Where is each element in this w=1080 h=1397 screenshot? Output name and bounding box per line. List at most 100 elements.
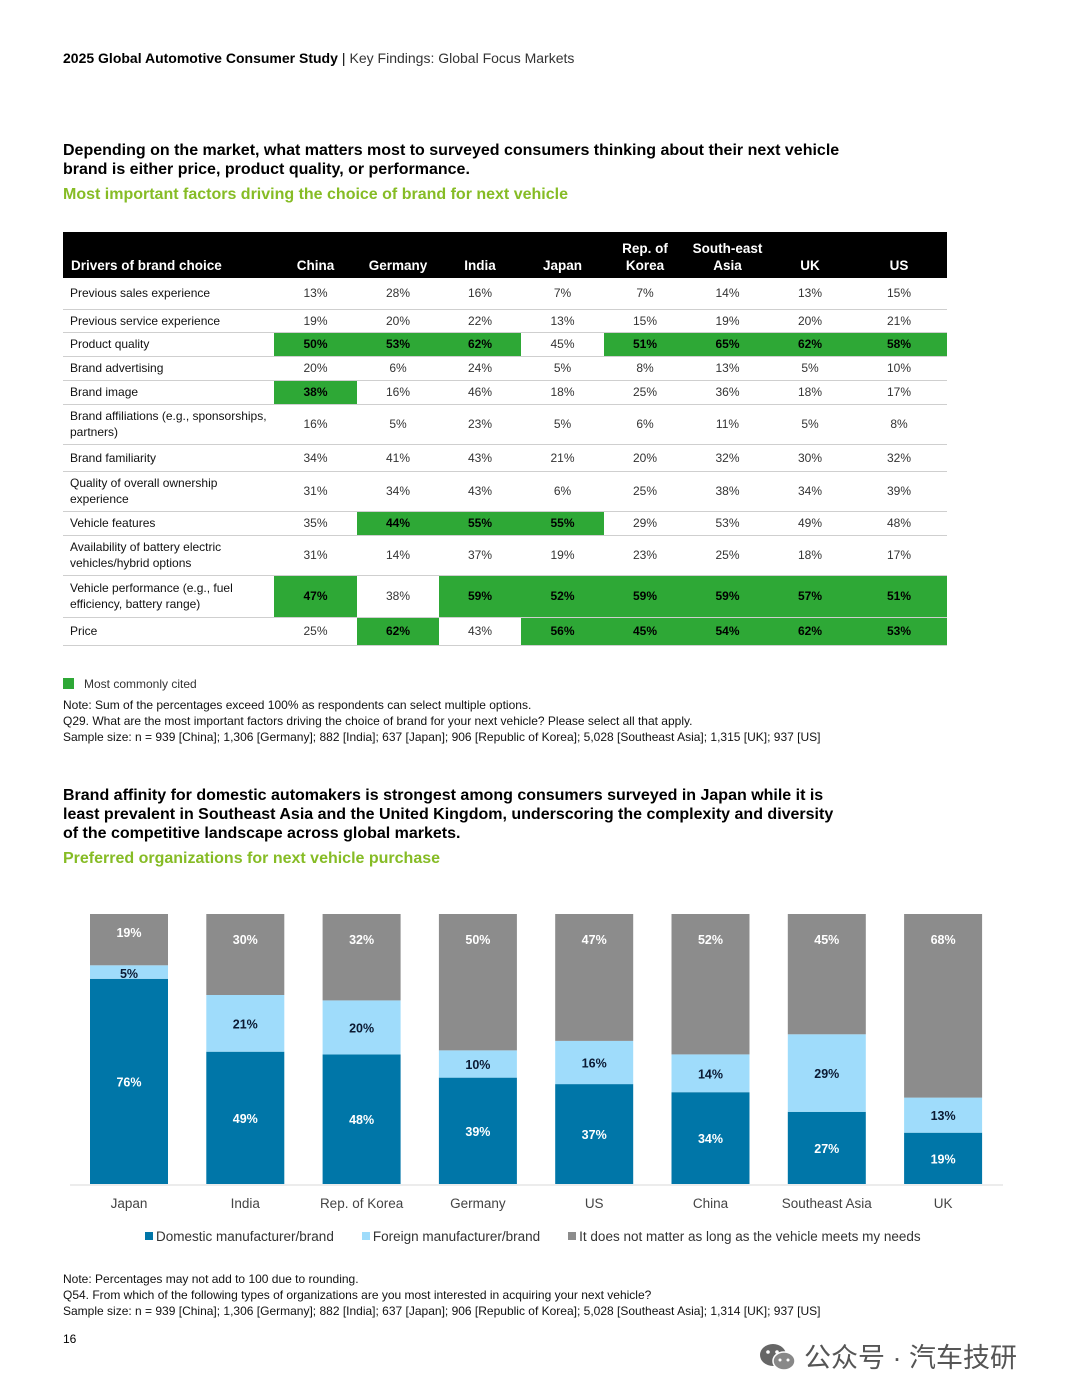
data-label: 45% [814,933,839,947]
column-header-market: Germany [357,232,439,278]
table-cell: 7% [604,278,686,310]
legend-item: Domestic manufacturer/brand [145,1229,334,1244]
table-cell: 49% [769,511,851,536]
table-cell: 18% [521,380,604,405]
row-label: Price [63,617,274,646]
table-cell: 45% [521,332,604,357]
category-label: US [585,1196,604,1211]
table-cell: 20% [604,444,686,472]
table-cell: 5% [357,404,439,445]
table-cell: 41% [357,444,439,472]
bar-segment [90,914,168,966]
table-cell: 20% [769,309,851,333]
table-row: Previous service experience 19% 20% 22% 13% 1… [63,309,947,333]
table-cell: 58% [851,332,947,357]
stacked-bar-chart: 76% 5% 19% Japan 49% 21% 30% India 48% 20% 32% Rep.… [70,914,1003,1211]
column-header-market: Rep. of Korea [604,232,686,278]
chart-legend: Domestic manufacturer/brand Foreign manuf… [145,1229,949,1244]
table-cell: 62% [439,332,521,357]
row-label: Product quality [63,332,274,357]
table-cell: 34% [357,471,439,512]
table-cell: 36% [686,380,769,405]
legend-swatch [145,1232,153,1240]
data-label: 19% [116,926,141,940]
table-cell: 5% [521,404,604,445]
table-cell: 38% [357,575,439,618]
table-row: Brand image 38% 16% 46% 18% 25% 36% 18% 17% [63,380,947,405]
notes-chart: Note: Percentages may not add to 100 due… [63,1271,820,1319]
row-label: Availability of battery electric vehicle… [63,535,274,576]
row-label: Brand image [63,380,274,405]
table-row: Brand familiarity 34% 41% 43% 21% 20% 32% 30% 32… [63,444,947,472]
table-cell: 32% [686,444,769,472]
table-cell: 19% [521,535,604,576]
data-label: 68% [931,933,956,947]
data-label: 52% [698,933,723,947]
table-cell: 7% [521,278,604,310]
table-cell: 45% [604,617,686,646]
data-label: 32% [349,933,374,947]
table-cell: 52% [521,575,604,618]
brand-drivers-table: Drivers of brand choice China Germany India… [63,232,947,646]
category-label: Germany [450,1196,506,1211]
data-label: 48% [349,1113,374,1127]
data-label: 76% [116,1075,141,1089]
legend-label: Domestic manufacturer/brand [156,1229,334,1244]
table-row: Brand affiliations (e.g., sponsorships, … [63,404,947,445]
table-cell: 38% [686,471,769,512]
row-label: Brand familiarity [63,444,274,472]
bar-segment [90,965,168,979]
table-cell: 34% [274,444,357,472]
table-cell: 53% [851,617,947,646]
note-line: Q29. What are the most important factors… [63,714,693,728]
note-line: Sample size: n = 939 [China]; 1,306 [Ger… [63,1304,821,1318]
data-label: 16% [582,1057,607,1071]
data-label: 14% [698,1067,723,1081]
bar-segment [555,1084,634,1184]
table-cell: 62% [357,617,439,646]
category-label: India [231,1196,261,1211]
data-label: 37% [582,1128,607,1142]
bar-segment [206,914,285,995]
header-separator: | [341,50,346,66]
table-cell: 35% [274,511,357,536]
column-header-market: India [439,232,521,278]
legend-label: Foreign manufacturer/brand [372,1229,541,1244]
table-cell: 59% [686,575,769,618]
table-cell: 23% [439,404,521,445]
notes-table: Note: Sum of the percentages exceed 100%… [63,697,820,745]
bar-segment [787,914,866,1035]
bar-segment [671,1054,750,1093]
table-cell: 59% [604,575,686,618]
page-header: 2025 Global Automotive Consumer Study | Ke… [63,50,574,66]
row-label: Vehicle features [63,511,274,536]
table-row: Quality of overall ownership experience 3… [63,471,947,512]
column-header-drivers: Drivers of brand choice [63,232,274,278]
column-header-market: UK [769,232,851,278]
table-cell: 8% [604,356,686,381]
table-cell: 43% [439,617,521,646]
category-label: China [693,1196,729,1211]
table-cell: 14% [357,535,439,576]
table-cell: 50% [274,332,357,357]
table-cell: 65% [686,332,769,357]
bar-segment [904,914,983,1098]
category-label: UK [934,1196,953,1211]
table-cell: 5% [769,356,851,381]
row-label: Previous service experience [63,309,274,333]
table-cell: 16% [357,380,439,405]
bar-segment [438,1077,517,1184]
table-cell: 5% [521,356,604,381]
table-legend-label: Most commonly cited [84,677,197,691]
category-label: Southeast Asia [782,1196,873,1211]
data-label: 49% [233,1112,258,1126]
table-cell: 17% [851,380,947,405]
column-header-market: China [274,232,357,278]
row-label: Vehicle performance (e.g., fuel efficien… [63,575,274,618]
bar-segment [438,914,517,1051]
table-cell: 20% [357,309,439,333]
table-cell: 38% [274,380,357,405]
table-cell: 31% [274,535,357,576]
table-row: Previous sales experience 13% 28% 16% 7% 7% 14… [63,278,947,310]
note-line: Note: Sum of the percentages exceed 100%… [63,698,532,712]
